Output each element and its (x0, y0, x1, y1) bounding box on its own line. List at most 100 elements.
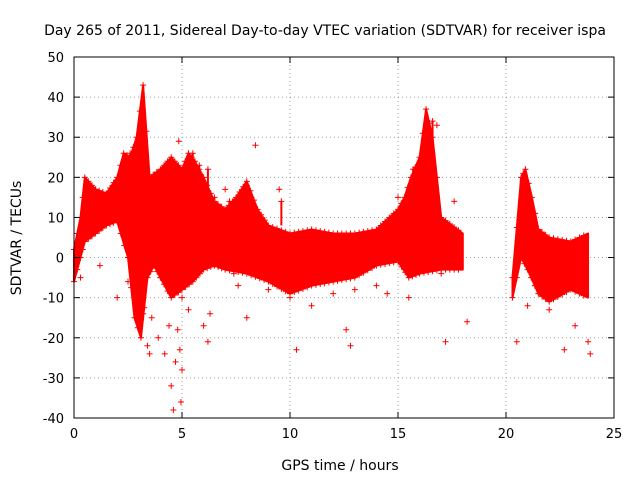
outlier-marker (308, 302, 315, 309)
lower-edge-marker (252, 273, 259, 280)
upper-edge-marker (576, 234, 583, 241)
x-tick-label: 20 (498, 427, 515, 442)
outlier-marker (276, 186, 283, 193)
lower-edge-marker (175, 289, 182, 296)
upper-edge-marker (520, 170, 527, 177)
outlier-marker (204, 338, 211, 345)
y-tick-label: -40 (43, 412, 64, 427)
lower-edge-marker (291, 289, 298, 296)
lower-edge-marker (134, 324, 141, 331)
lower-edge-marker (171, 291, 178, 298)
upper-edge-marker (103, 190, 110, 197)
upper-edge-marker (258, 211, 265, 218)
outlier-marker (157, 274, 164, 281)
upper-edge-marker (99, 189, 106, 196)
upper-edge-marker (107, 185, 113, 192)
upper-edge-marker (164, 158, 171, 165)
lower-edge-marker (125, 254, 131, 261)
spike-marker (243, 182, 250, 189)
upper-edge-marker (153, 168, 160, 175)
outlier-marker (161, 350, 168, 357)
outlier-marker (172, 358, 179, 365)
y-tick-label: 10 (47, 211, 64, 226)
outlier-marker (144, 342, 151, 349)
tick-labels: 0 5 10 15 20 25 -40 -30 -20 -10 0 10 20 30 40 50 (43, 51, 623, 442)
outlier-marker (524, 302, 531, 309)
lower-edge-marker (131, 314, 138, 321)
upper-edge-marker (550, 235, 557, 242)
outlier-marker (140, 310, 147, 317)
plot-area (71, 82, 594, 413)
outlier-marker (384, 290, 391, 297)
lower-edge-marker (509, 294, 516, 301)
chart-title: Day 265 of 2011, Sidereal Day-to-day VTE… (44, 23, 606, 39)
lower-edge-marker (243, 270, 250, 277)
spike-marker (120, 166, 127, 173)
lower-edge-marker (110, 219, 117, 226)
y-tick-label: -30 (43, 372, 64, 387)
upper-edge-marker (572, 236, 579, 243)
lower-edge-marker (114, 218, 121, 225)
upper-edge-marker (325, 229, 332, 236)
lower-edge-marker (299, 285, 306, 292)
spike-marker (416, 166, 423, 173)
outlier-marker (148, 314, 155, 321)
x-tick-label: 25 (606, 427, 623, 442)
lower-edge-marker (79, 246, 86, 253)
outlier-marker (373, 282, 380, 289)
upper-edge-marker (542, 231, 549, 238)
lower-edge-marker (572, 288, 579, 295)
spike-marker (410, 166, 417, 173)
x-tick-label: 15 (390, 427, 407, 442)
lower-edge-marker (96, 227, 103, 234)
upper-edge-marker (321, 228, 328, 235)
lower-edge-marker (330, 278, 337, 285)
lower-edge-marker (554, 293, 561, 300)
lower-edge-marker (338, 277, 345, 284)
lower-edge-marker (211, 262, 218, 269)
outlier-marker (170, 406, 177, 413)
lower-edge-marker (373, 262, 380, 269)
outlier-marker (561, 346, 568, 353)
lower-edge-marker (369, 264, 376, 271)
plot-frame (73, 56, 615, 419)
upper-edge-marker (386, 214, 393, 221)
upper-edge-marker (295, 228, 302, 235)
lower-edge-marker (89, 233, 95, 240)
outlier-marker (125, 278, 131, 285)
lower-edge-marker (360, 269, 367, 276)
lower-edge-marker (204, 265, 211, 272)
upper-edge-marker (377, 222, 384, 229)
upper-edge-marker (222, 206, 229, 213)
upper-edge-marker (282, 228, 289, 235)
upper-edge-marker (291, 229, 298, 236)
upper-edge-marker (146, 174, 153, 181)
x-tick-label: 0 (70, 427, 78, 442)
upper-edge-marker (451, 224, 458, 231)
upper-edge-marker (161, 162, 167, 169)
data-band-late (511, 168, 590, 303)
lower-edge-marker (390, 259, 397, 266)
lower-edge-marker (528, 274, 535, 281)
upper-edge-marker (513, 224, 520, 231)
upper-edge-marker (356, 229, 363, 236)
outlier-marker (319, 278, 326, 285)
upper-edge-marker (200, 174, 207, 181)
lower-edge-marker (256, 275, 263, 282)
upper-edge-marker (130, 144, 137, 151)
upper-edge-marker (171, 158, 178, 165)
lower-edge-marker (150, 262, 157, 269)
spike-marker (185, 158, 192, 165)
outlier-marker (185, 306, 192, 313)
outlier-marker (265, 286, 272, 293)
upper-edge-marker (175, 162, 182, 169)
lower-edge-marker (429, 268, 436, 275)
lower-edge-marker (524, 266, 531, 273)
lower-edge-marker (265, 278, 272, 285)
lower-edge-marker (239, 269, 246, 276)
outlier-marker (179, 294, 185, 301)
upper-edge-marker (265, 222, 272, 229)
upper-edge-marker (269, 224, 276, 231)
upper-edge-marker (404, 184, 411, 191)
spike-marker (196, 162, 203, 169)
